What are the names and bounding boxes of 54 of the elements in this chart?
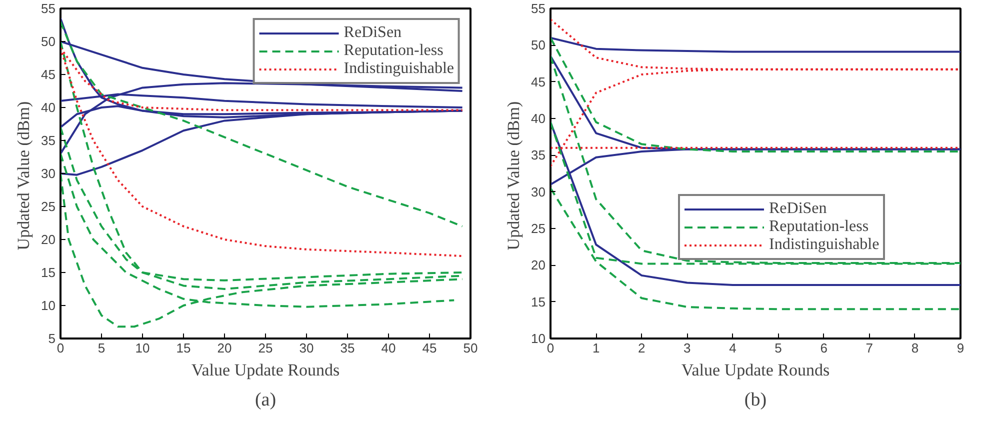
y-tick-label: 20 (531, 258, 546, 273)
y-tick-label: 25 (531, 221, 546, 236)
y-tick-label: 45 (531, 74, 546, 90)
x-tick-label: 3 (684, 340, 691, 356)
legend-label: Reputation-less (344, 42, 444, 60)
y-tick-label: 15 (531, 294, 546, 310)
y-tick-label: 35 (41, 133, 56, 148)
x-tick-label: 30 (299, 340, 314, 356)
y-tick-label: 50 (531, 38, 546, 53)
y-tick-label: 30 (41, 166, 56, 181)
legend-label: ReDiSen (344, 24, 402, 42)
y-tick-label: 10 (41, 298, 56, 313)
x-axis-title: Value Update Rounds (681, 360, 830, 380)
legend-label: ReDiSen (769, 200, 827, 218)
y-tick-label: 40 (41, 100, 56, 115)
x-tick-label: 9 (956, 340, 964, 356)
y-tick-label: 35 (531, 148, 546, 163)
y-tick-label: 40 (531, 111, 546, 126)
x-tick-label: 40 (381, 340, 396, 356)
legend-label: Indistinguishable (344, 60, 454, 78)
y-axis-title: Updated Value (dBm) (14, 101, 34, 250)
x-tick-label: 10 (135, 340, 150, 356)
y-tick-label: 20 (41, 232, 56, 247)
y-tick-label: 15 (41, 265, 56, 280)
y-tick-label: 55 (531, 1, 546, 16)
x-tick-label: 2 (638, 340, 646, 356)
x-tick-label: 0 (546, 340, 554, 356)
x-tick-label: 1 (592, 340, 600, 356)
x-tick-label: 5 (98, 340, 106, 356)
x-tick-label: 50 (463, 340, 478, 356)
x-tick-label: 5 (774, 340, 782, 356)
y-tick-label: 10 (531, 331, 546, 346)
legend-label: Indistinguishable (769, 236, 880, 254)
x-tick-label: 8 (911, 340, 919, 356)
text: (b) (744, 390, 767, 410)
y-tick-label: 25 (41, 199, 56, 214)
x-tick-label: 15 (176, 340, 191, 356)
y-tick-label: 30 (531, 184, 546, 200)
x-tick-label: 4 (729, 340, 736, 356)
x-tick-label: 25 (258, 340, 273, 356)
x-tick-label: 7 (866, 340, 874, 356)
y-tick-label: 45 (41, 67, 56, 82)
x-tick-label: 20 (217, 340, 232, 356)
y-tick-label: 55 (41, 1, 56, 16)
legend-label: Reputation-less (769, 218, 869, 236)
y-tick-label: 5 (48, 331, 56, 346)
x-tick-label: 6 (820, 340, 828, 356)
x-tick-label: 35 (340, 340, 355, 356)
x-tick-label: 0 (56, 340, 64, 356)
x-tick-label: 45 (422, 340, 437, 356)
text: (a) (254, 390, 276, 410)
y-axis-title: Updated Value (dBm) (504, 101, 524, 250)
x-axis-title: Value Update Rounds (191, 360, 340, 380)
y-tick-label: 50 (41, 34, 56, 49)
